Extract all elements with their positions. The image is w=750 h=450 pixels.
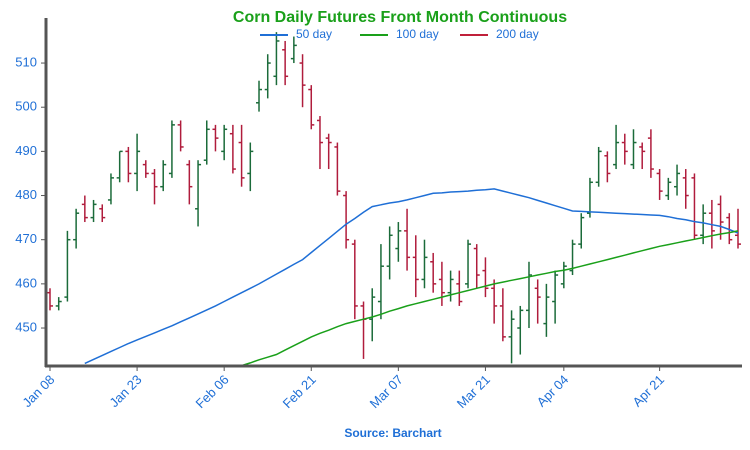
y-tick-label: 490 [15,143,37,158]
x-tick-label: Mar 21 [454,372,493,411]
plot-area [47,32,741,366]
y-tick-label: 480 [15,187,37,202]
source-note: Source: Barchart [344,426,441,440]
legend-label: 100 day [396,27,439,41]
x-tick-label: Mar 07 [367,372,406,411]
x-tick-label: Feb 06 [192,372,231,411]
x-tick-label: Apr 04 [534,372,572,410]
x-tick-label: Apr 21 [629,372,667,410]
y-tick-label: 450 [15,319,37,334]
x-tick-label: Jan 08 [19,372,57,410]
chart-title: Corn Daily Futures Front Month Continuou… [233,9,567,26]
x-tick-label: Jan 23 [106,372,144,410]
y-tick-label: 460 [15,275,37,290]
moving-average-line [241,230,739,366]
y-tick-label: 470 [15,231,37,246]
x-tick-label: Feb 21 [280,372,319,411]
y-tick-label: 510 [15,54,37,69]
y-tick-label: 500 [15,99,37,114]
legend-label: 200 day [496,27,539,41]
legend-label: 50 day [296,27,332,41]
moving-average-line [84,188,739,365]
